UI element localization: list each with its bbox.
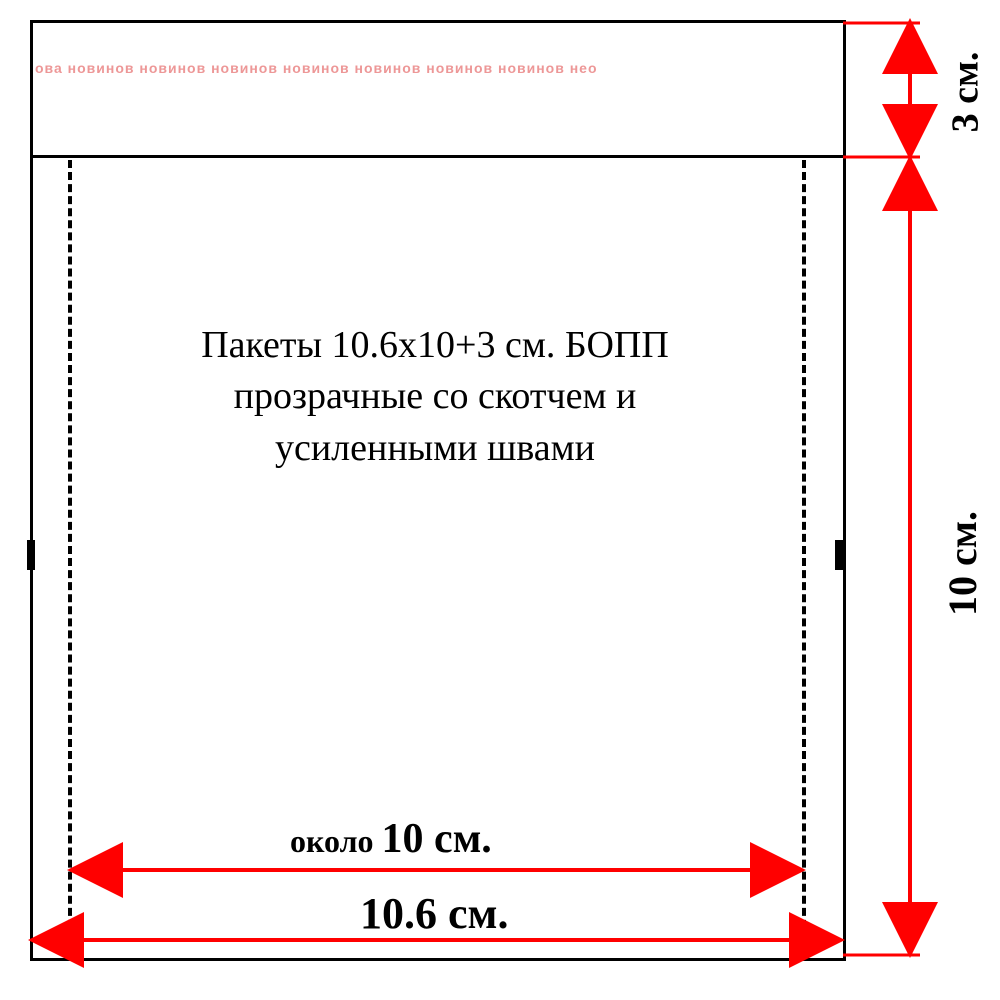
- tape-text: ова новинов новинов новинов новинов нови…: [35, 60, 598, 76]
- notch-left: [27, 540, 35, 570]
- seam-left: [68, 160, 72, 952]
- label-inner-width: около 10 см.: [290, 815, 492, 863]
- product-description: Пакеты 10.6х10+3 см. БОПП прозрачные со …: [130, 320, 740, 474]
- adhesive-tape: ова новинов новинов новинов новинов нови…: [35, 60, 835, 82]
- diagram-container: ова новинов новинов новинов новинов нови…: [0, 0, 1000, 1000]
- label-body-height: 10 см.: [939, 511, 986, 616]
- seam-right: [802, 160, 806, 952]
- desc-line3: усиленными швами: [275, 427, 595, 469]
- label-inner-prefix: около: [290, 823, 382, 859]
- label-flap-height: 3 см.: [943, 52, 987, 133]
- label-inner-value: 10 см.: [382, 816, 492, 862]
- desc-line2: прозрачные со скотчем и: [234, 375, 637, 417]
- notch-right: [835, 540, 843, 570]
- flap-line: [30, 155, 843, 158]
- label-outer-width: 10.6 см.: [360, 888, 509, 939]
- desc-line1: Пакеты 10.6х10+3 см. БОПП: [201, 324, 669, 366]
